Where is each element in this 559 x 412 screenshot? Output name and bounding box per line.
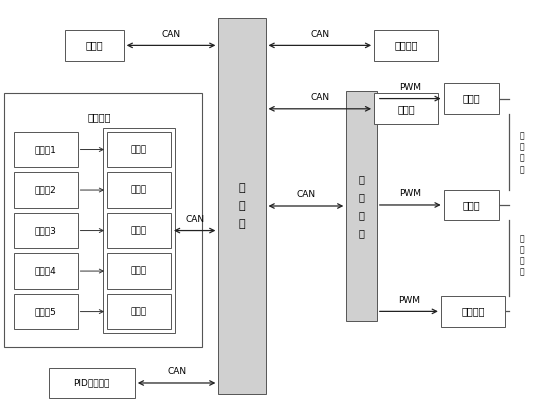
Text: 传感器4: 传感器4 <box>35 267 56 276</box>
FancyBboxPatch shape <box>13 294 78 329</box>
Text: PWM: PWM <box>398 296 420 305</box>
Text: 显示器: 显示器 <box>86 40 103 50</box>
FancyBboxPatch shape <box>13 172 78 208</box>
Text: CAN: CAN <box>310 30 329 39</box>
Text: 控
制
器: 控 制 器 <box>239 183 245 229</box>
FancyBboxPatch shape <box>13 253 78 289</box>
FancyBboxPatch shape <box>374 30 438 61</box>
Text: CAN: CAN <box>167 368 186 377</box>
FancyBboxPatch shape <box>346 91 377 321</box>
Text: 检测模块: 检测模块 <box>87 112 111 122</box>
FancyBboxPatch shape <box>107 253 171 289</box>
Text: PID智能调节: PID智能调节 <box>74 379 110 388</box>
Text: 预处理: 预处理 <box>131 267 147 276</box>
Text: 预处理: 预处理 <box>131 185 147 194</box>
Text: 液压马达: 液压马达 <box>461 307 485 316</box>
Text: 管
路
连
接: 管 路 连 接 <box>519 234 524 276</box>
Text: CAN: CAN <box>296 190 315 199</box>
Text: 管
路
连
接: 管 路 连 接 <box>519 132 524 174</box>
FancyBboxPatch shape <box>444 83 499 114</box>
Text: CAN: CAN <box>162 30 181 39</box>
Text: PWM: PWM <box>399 83 421 92</box>
FancyBboxPatch shape <box>65 30 124 61</box>
FancyBboxPatch shape <box>441 296 505 327</box>
FancyBboxPatch shape <box>49 368 135 398</box>
FancyBboxPatch shape <box>374 94 438 124</box>
Text: 比例阀: 比例阀 <box>463 200 480 210</box>
Text: 传感器3: 传感器3 <box>35 226 56 235</box>
Text: 传感器1: 传感器1 <box>35 145 56 154</box>
Text: CAN: CAN <box>185 215 204 224</box>
Text: 稳压模块: 稳压模块 <box>394 40 418 50</box>
FancyBboxPatch shape <box>13 132 78 167</box>
Text: 驱
动
模
块: 驱 动 模 块 <box>359 174 364 238</box>
FancyBboxPatch shape <box>219 18 266 394</box>
FancyBboxPatch shape <box>4 94 202 347</box>
FancyBboxPatch shape <box>107 132 171 167</box>
Text: 传感器2: 传感器2 <box>35 185 56 194</box>
Text: 预处理: 预处理 <box>131 145 147 154</box>
Text: 液压泵: 液压泵 <box>463 94 480 103</box>
FancyBboxPatch shape <box>13 213 78 248</box>
FancyBboxPatch shape <box>107 213 171 248</box>
FancyBboxPatch shape <box>107 294 171 329</box>
Text: 预处理: 预处理 <box>131 226 147 235</box>
FancyBboxPatch shape <box>444 190 499 220</box>
FancyBboxPatch shape <box>107 172 171 208</box>
Text: 发动机: 发动机 <box>397 104 415 114</box>
Text: CAN: CAN <box>310 93 329 102</box>
Text: 预处理: 预处理 <box>131 307 147 316</box>
Text: 传感器5: 传感器5 <box>35 307 56 316</box>
Text: PWM: PWM <box>399 190 421 199</box>
